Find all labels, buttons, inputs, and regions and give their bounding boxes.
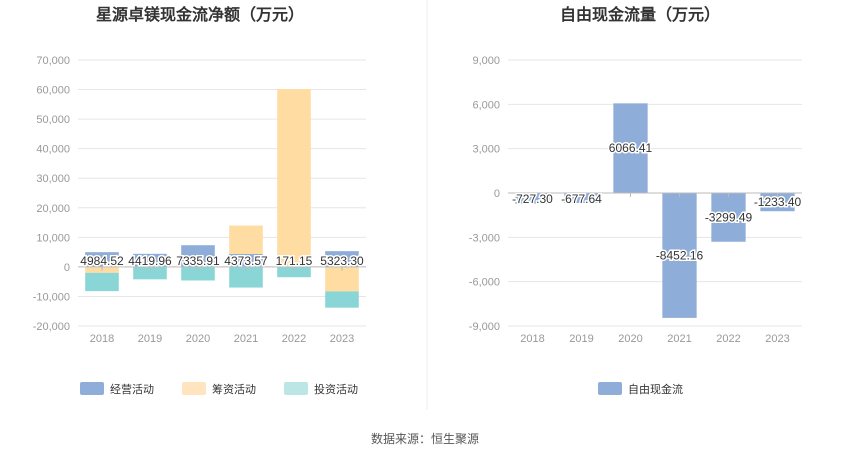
data-label: 7335.91	[176, 254, 220, 268]
y-tick-label: -3,000	[469, 232, 500, 244]
legend-swatch	[598, 382, 622, 395]
y-tick-label: 6,000	[472, 99, 500, 111]
legend-swatch	[80, 382, 104, 395]
data-label: 6066.41	[609, 141, 653, 155]
bar-2019-series-2	[133, 266, 167, 280]
bar-2020-series-0	[613, 103, 648, 193]
y-tick-label: 3,000	[472, 144, 500, 156]
y-tick-label: -10,000	[33, 291, 70, 303]
bar-2023-series-1	[325, 266, 359, 292]
y-tick-label: 30,000	[36, 173, 70, 185]
x-tick-label: 2019	[138, 333, 162, 345]
y-tick-label: 9,000	[472, 55, 500, 67]
y-tick-label: 10,000	[36, 232, 70, 244]
bar-2018-series-2	[85, 272, 119, 292]
x-tick-label: 2018	[520, 333, 544, 345]
legend-label: 投资活动	[314, 382, 358, 396]
x-tick-label: 2023	[765, 333, 789, 345]
y-tick-label: 60,000	[36, 85, 70, 97]
bar-2021-series-2	[229, 266, 263, 288]
x-tick-label: 2020	[186, 333, 210, 345]
data-label: 5323.30	[320, 254, 364, 268]
x-tick-label: 2022	[716, 333, 740, 345]
right-chart-title: 自由现金流量（万元）	[560, 5, 720, 24]
x-tick-label: 2021	[234, 333, 258, 345]
legend-label: 经营活动	[110, 382, 154, 396]
y-tick-label: 0	[64, 262, 70, 274]
x-tick-label: 2020	[618, 333, 642, 345]
x-tick-label: 2023	[330, 333, 354, 345]
data-label: -677.64	[561, 192, 602, 206]
data-label: 4373.57	[224, 254, 268, 268]
data-label: -8452.16	[656, 248, 704, 262]
data-source-note: 数据来源：恒生聚源	[370, 432, 479, 446]
data-label: 4984.52	[80, 254, 124, 268]
y-tick-label: 50,000	[36, 114, 70, 126]
legend-label: 筹资活动	[212, 382, 256, 396]
legend-swatch	[284, 382, 308, 395]
x-tick-label: 2019	[569, 333, 593, 345]
right-chart-plot: 9,000 6,000 3,000 0 -3,000 -6,000 -9,000 2018 20…	[469, 55, 803, 345]
bar-2018-series-0	[515, 193, 550, 204]
x-tick-label: 2018	[90, 333, 114, 345]
y-tick-label: 0	[494, 188, 500, 200]
y-tick-label: 40,000	[36, 144, 70, 156]
y-tick-label: -9,000	[469, 321, 500, 333]
bar-2018-series-0	[85, 252, 119, 267]
y-tick-label: 70,000	[36, 55, 70, 67]
left-chart-legend: 经营活动 筹资活动 投资活动	[80, 382, 358, 396]
data-label: 4419.96	[128, 254, 172, 268]
legend-swatch	[182, 382, 206, 395]
bar-2019-series-0	[564, 193, 599, 204]
y-tick-label: -20,000	[33, 321, 70, 333]
bar-2022-series-2	[277, 266, 311, 278]
bar-2022-series-0	[711, 193, 746, 242]
bar-2020-series-2	[181, 266, 215, 281]
x-tick-label: 2022	[282, 333, 306, 345]
data-label: 171.15	[276, 254, 313, 268]
data-label: -1233.40	[754, 195, 802, 209]
data-label: -3299.49	[705, 210, 753, 224]
bar-2023-series-0	[760, 193, 795, 212]
bar-2023-series-0	[325, 251, 359, 267]
x-tick-label: 2021	[667, 333, 691, 345]
legend-label: 自由现金流	[628, 382, 683, 396]
bar-2021-series-0	[662, 193, 697, 318]
left-chart-plot: 70,000 60,000 50,000 40,000 30,000 20,000 10,0…	[33, 55, 366, 345]
y-tick-label: -6,000	[469, 277, 500, 289]
data-label: -727.30	[512, 192, 553, 206]
right-chart-legend: 自由现金流	[598, 382, 683, 396]
bar-2023-series-2	[325, 291, 359, 308]
bar-2022-series-1	[277, 89, 311, 267]
bar-2020-series-0	[181, 245, 215, 267]
bar-2021-series-0	[229, 253, 263, 267]
bar-2021-series-1	[229, 225, 263, 254]
bar-2019-series-0	[133, 253, 167, 267]
y-tick-label: 20,000	[36, 203, 70, 215]
left-chart-title: 星源卓镁现金流净额（万元）	[96, 5, 304, 24]
